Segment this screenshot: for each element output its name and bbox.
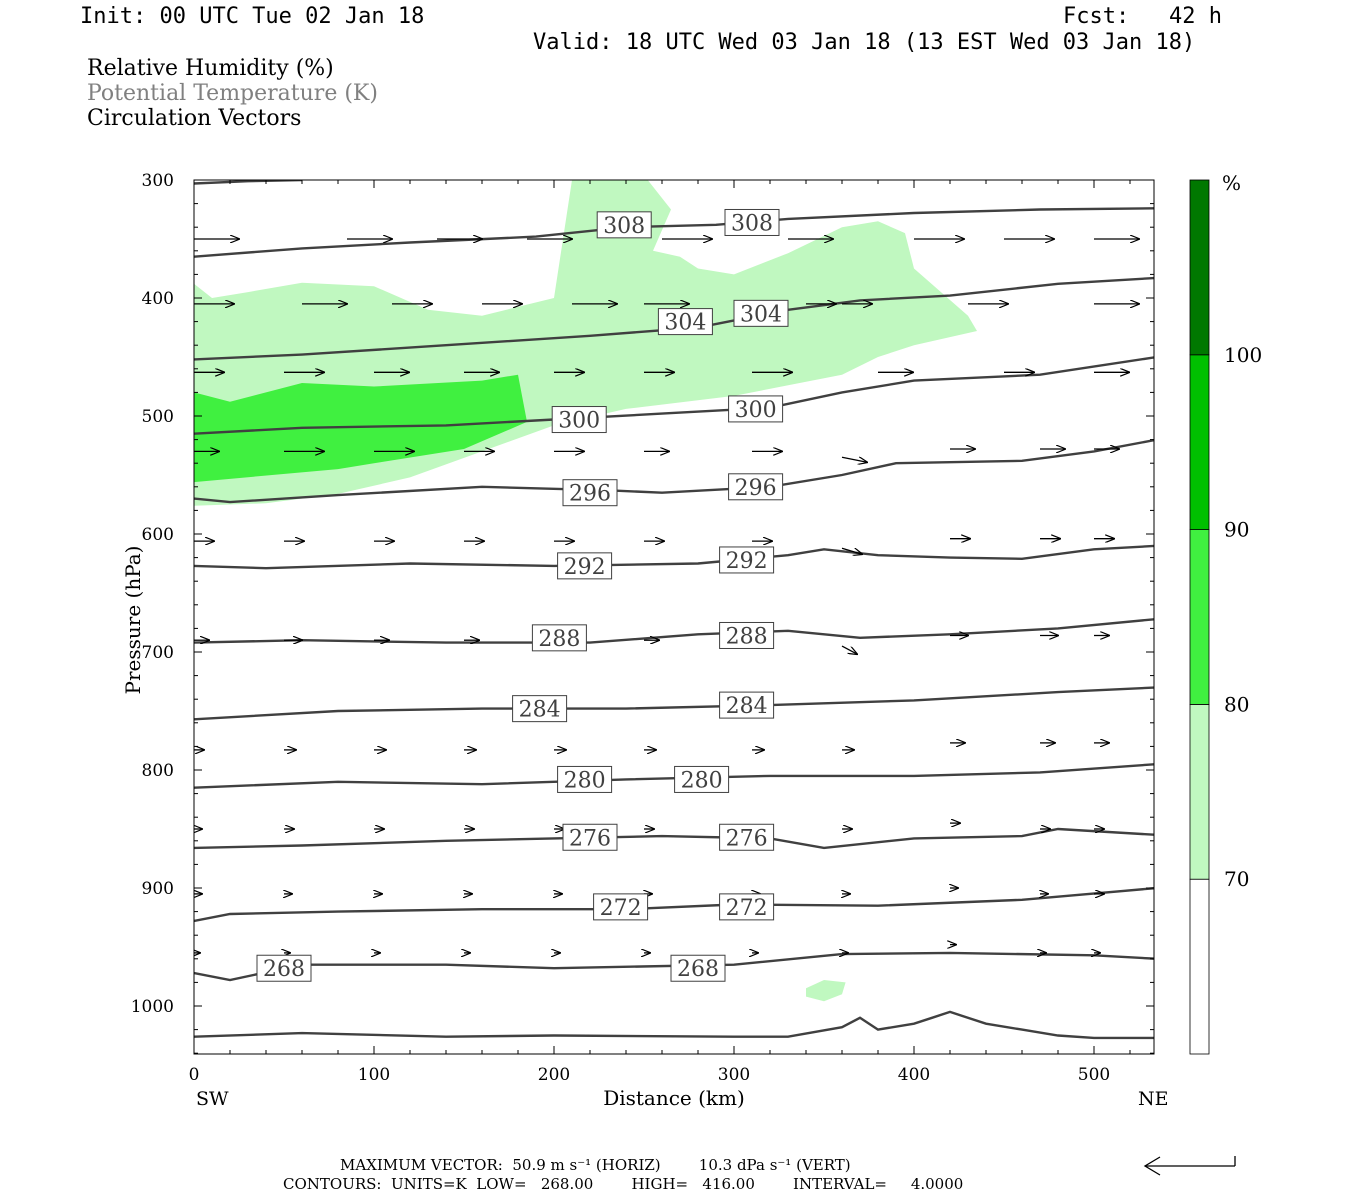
isentrope-label-276: 276: [562, 823, 618, 851]
isentrope-272: [194, 887, 1154, 923]
svg-text:280: 280: [681, 768, 723, 793]
y-tick-label: 800: [142, 761, 174, 781]
svg-text:304: 304: [740, 302, 782, 327]
colorbar-tick-label: 90: [1224, 518, 1249, 542]
valid-time: Valid: 18 UTC Wed 03 Jan 18 (13 EST Wed …: [533, 30, 1196, 55]
footer-contours: CONTOURS: UNITS=K LOW= 268.00 HIGH= 416.…: [283, 1175, 964, 1193]
x-tick-label: 300: [718, 1065, 750, 1085]
isentrope-288: [194, 618, 1154, 644]
colorbar-tick-label: 100: [1224, 343, 1262, 367]
isentrope-label-268: 268: [256, 954, 312, 982]
rh-region-80-90: [194, 374, 527, 483]
rh-region-70-80: [806, 980, 846, 1002]
isentrope-300: [194, 356, 1154, 435]
isentrope-label-288: 288: [531, 624, 587, 652]
plot-frame: [193, 179, 1155, 1055]
legend-rh: Relative Humidity (%): [87, 56, 334, 81]
circulation-vector: [841, 547, 862, 554]
circulation-vector: [841, 645, 857, 654]
isentrope-label-292: 292: [719, 546, 775, 574]
legend-vectors: Circulation Vectors: [87, 106, 302, 131]
forecast-hour: Fcst: 42 h: [1063, 4, 1222, 29]
svg-text:284: 284: [726, 694, 768, 719]
isentrope-label-276: 276: [719, 823, 775, 851]
isentrope-label-300: 300: [551, 406, 607, 434]
svg-text:300: 300: [735, 398, 777, 423]
isentrope-label-280: 280: [674, 765, 730, 793]
isentrope-label-272: 272: [593, 893, 649, 921]
svg-text:276: 276: [726, 826, 768, 851]
y-tick-label: 300: [142, 171, 174, 191]
svg-text:304: 304: [664, 311, 706, 336]
isentrope-label-304: 304: [657, 308, 713, 336]
svg-text:296: 296: [735, 476, 777, 501]
footer-max-vector: MAXIMUM VECTOR: 50.9 m s⁻¹ (HORIZ) 10.3 …: [340, 1156, 851, 1174]
svg-text:308: 308: [731, 211, 773, 236]
isentrope-label-272: 272: [719, 893, 775, 921]
svg-text:276: 276: [569, 826, 611, 851]
isentrope-label-296: 296: [728, 473, 784, 501]
isentrope-label-304: 304: [733, 299, 789, 327]
svg-text:280: 280: [564, 768, 606, 793]
colorbar-segment: [1189, 704, 1210, 880]
isentrope-1026: [194, 1010, 1154, 1040]
y-tick-label: 700: [142, 643, 174, 663]
colorbar-segment: [1189, 179, 1210, 356]
colorbar-segment: [1189, 354, 1210, 530]
y-tick-label: 600: [142, 525, 174, 545]
x-tick-label: 200: [538, 1065, 570, 1085]
x-axis-label: Distance (km): [603, 1086, 745, 1110]
isentrope-label-296: 296: [562, 479, 618, 507]
x-end-label-left: SW: [196, 1088, 229, 1110]
isentrope-label-284: 284: [512, 695, 568, 723]
y-tick-label: 900: [142, 879, 174, 899]
svg-text:288: 288: [538, 627, 580, 652]
svg-text:272: 272: [600, 896, 642, 921]
colorbar-segment: [1189, 878, 1210, 1055]
x-tick-label: 0: [189, 1065, 200, 1085]
colorbar-tick-label: 70: [1224, 867, 1249, 891]
isentrope-label-292: 292: [557, 552, 613, 580]
isentrope-284: [194, 686, 1154, 721]
isentrope-label-284: 284: [719, 691, 775, 719]
isentrope-label-308: 308: [724, 208, 780, 236]
y-axis-label: Pressure (hPa): [121, 546, 145, 695]
isentrope-label-280: 280: [557, 765, 613, 793]
isentrope-label-308: 308: [596, 211, 652, 239]
colorbar-unit: %: [1222, 171, 1241, 195]
x-tick-label: 400: [898, 1065, 930, 1085]
reference-vector-icon: [1143, 1156, 1236, 1176]
legend-theta: Potential Temperature (K): [87, 81, 378, 106]
y-tick-label: 400: [142, 289, 174, 309]
isentrope-label-268: 268: [670, 954, 726, 982]
colorbar: 70 80 90 100: [1189, 179, 1262, 1055]
isentrope-308: [194, 207, 1154, 258]
init-time: Init: 00 UTC Tue 02 Jan 18: [80, 4, 425, 29]
svg-text:272: 272: [726, 896, 768, 921]
colorbar-segment: [1189, 529, 1210, 705]
isentrope-312: [194, 180, 303, 185]
svg-text:268: 268: [263, 957, 305, 982]
circulation-vector: [841, 457, 867, 462]
svg-text:296: 296: [569, 482, 611, 507]
svg-text:268: 268: [677, 957, 719, 982]
svg-text:308: 308: [603, 214, 645, 239]
x-tick-label: 500: [1078, 1065, 1110, 1085]
isentrope-292: [194, 544, 1154, 570]
isentrope-label-300: 300: [728, 395, 784, 423]
y-tick-label: 500: [142, 407, 174, 427]
svg-text:292: 292: [564, 555, 606, 580]
isentrope-label-288: 288: [719, 621, 775, 649]
x-end-label-right: NE: [1138, 1088, 1169, 1110]
svg-text:288: 288: [726, 624, 768, 649]
isentrope-276: [194, 827, 1154, 850]
svg-text:284: 284: [519, 698, 561, 723]
isentrope-296: [194, 438, 1154, 504]
x-tick-label: 100: [358, 1065, 390, 1085]
svg-text:292: 292: [726, 549, 768, 574]
colorbar-tick-label: 80: [1224, 692, 1249, 716]
y-tick-label: 1000: [131, 997, 174, 1017]
svg-text:300: 300: [558, 409, 600, 434]
